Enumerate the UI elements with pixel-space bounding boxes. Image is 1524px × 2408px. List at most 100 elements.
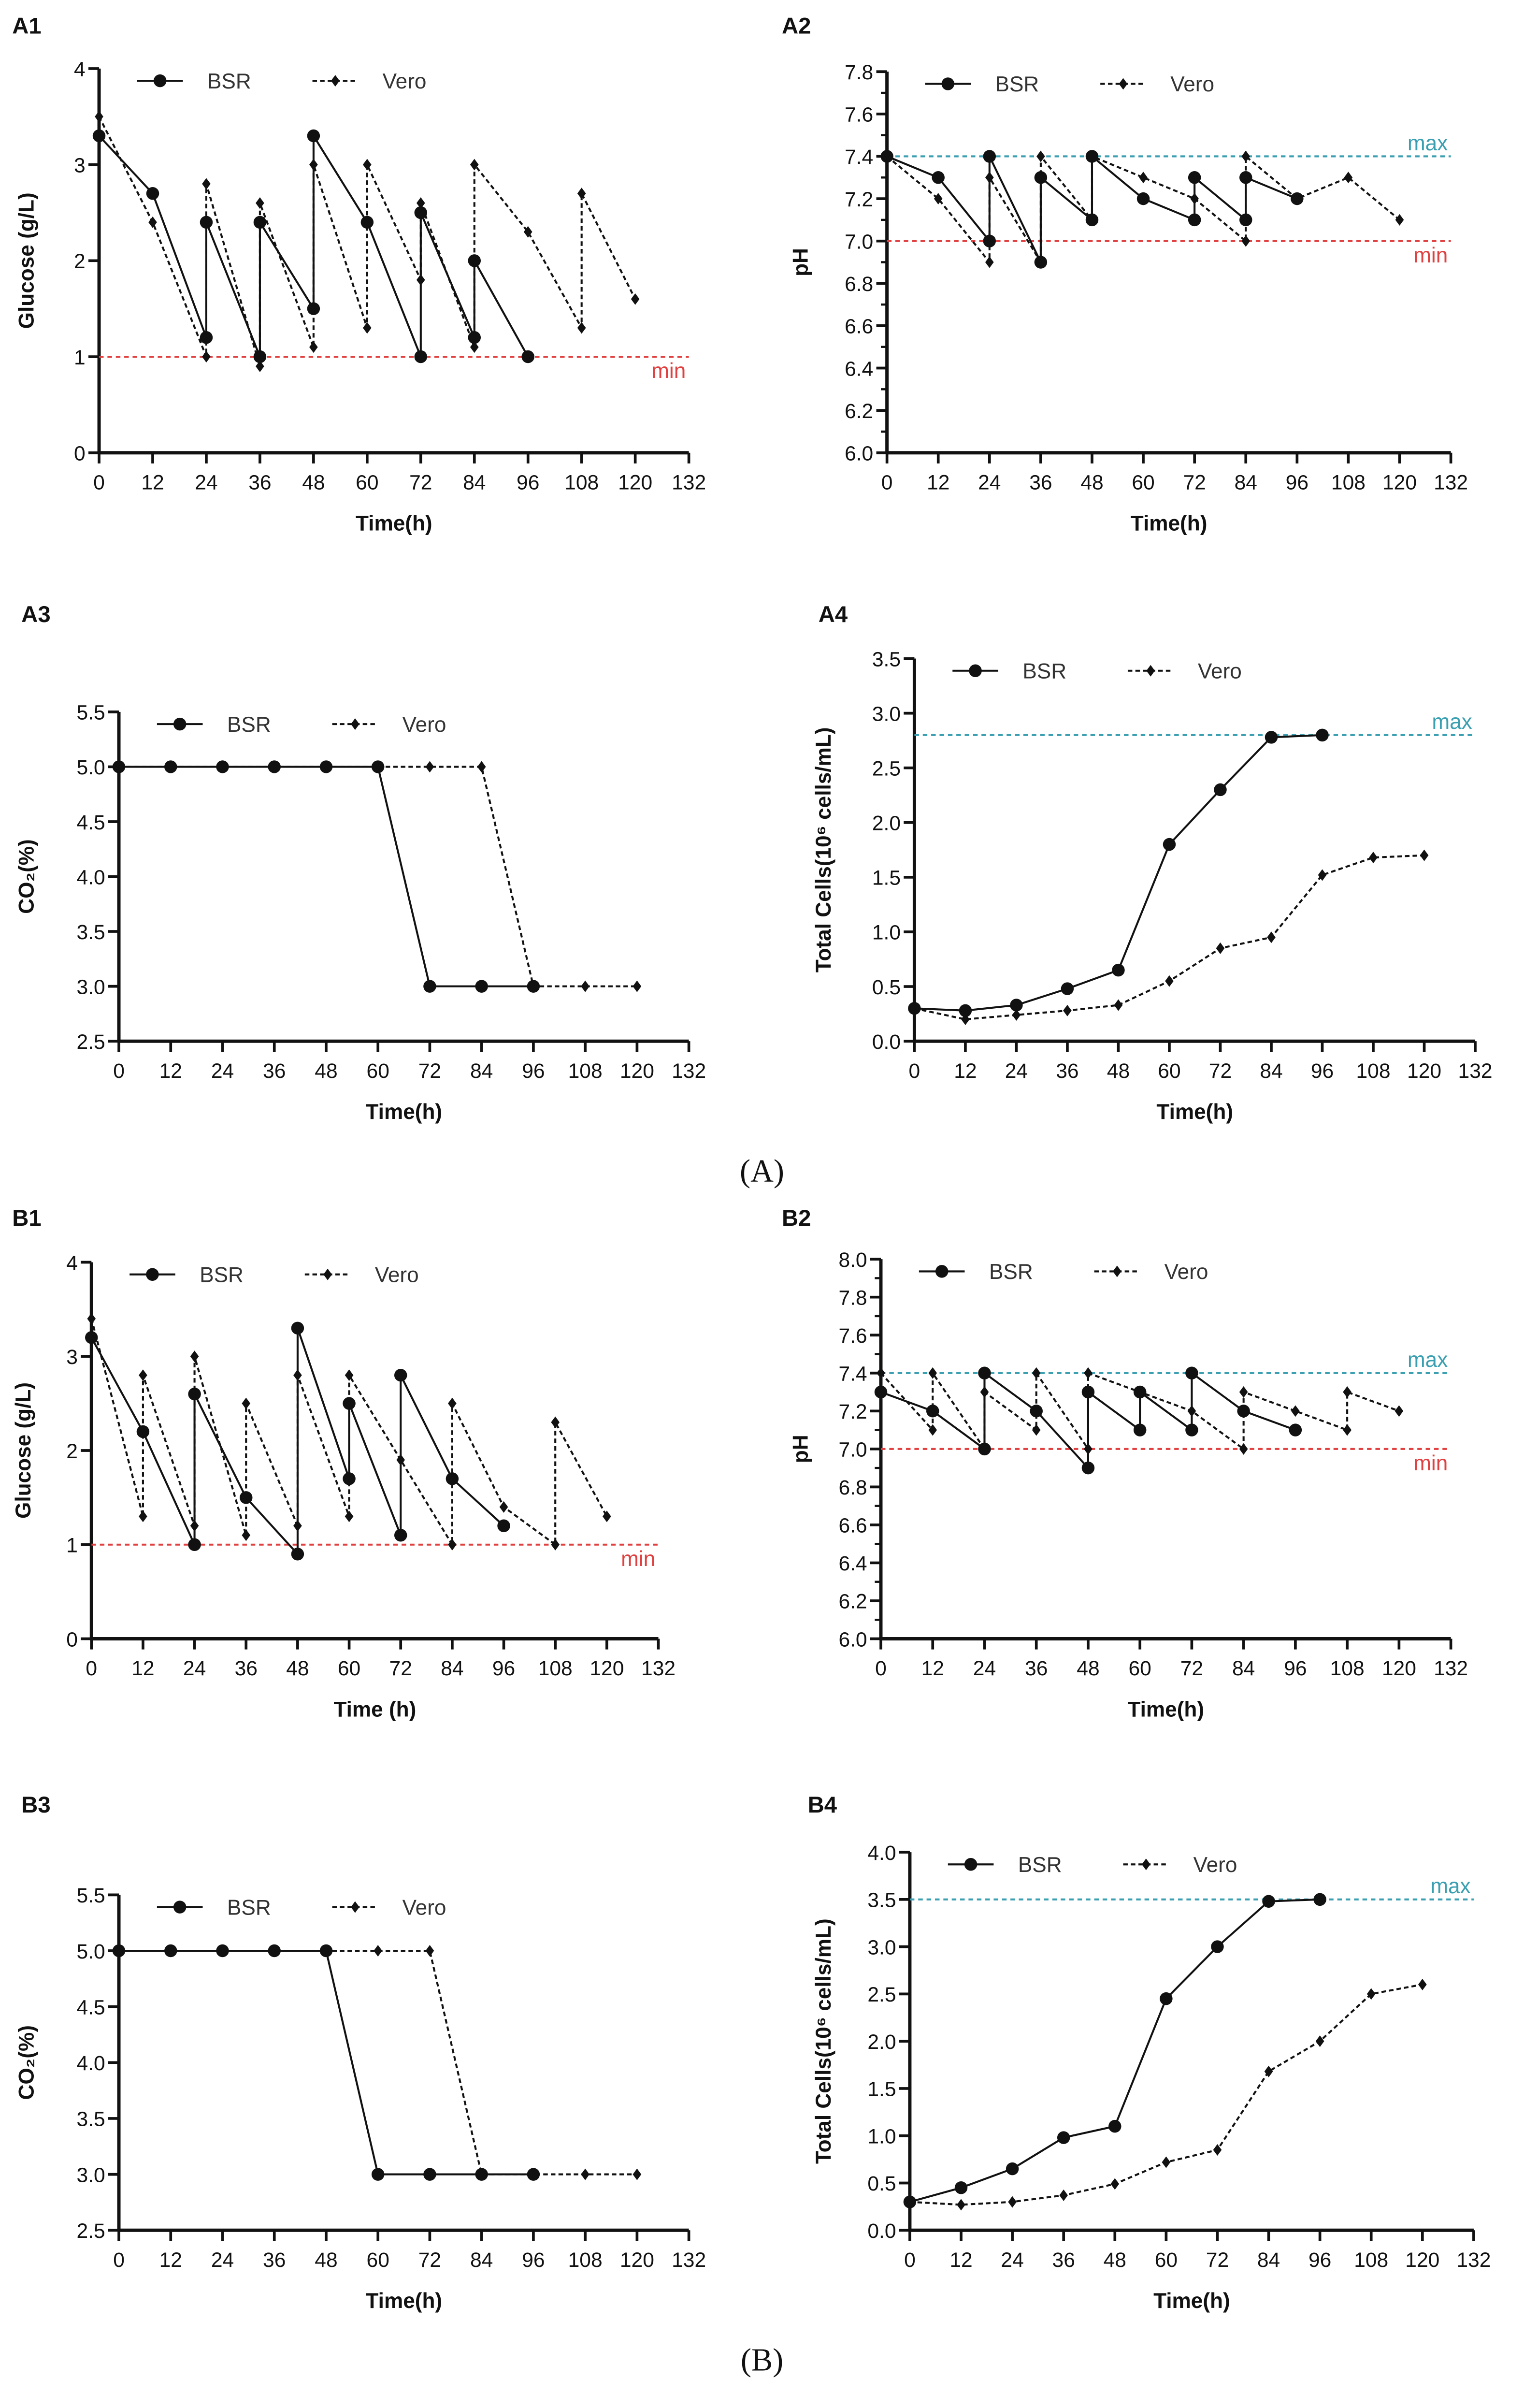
legend-label: BSR: [995, 73, 1039, 96]
data-point: [1188, 171, 1201, 184]
x-tick-label: 36: [1029, 471, 1052, 494]
data-point: [1418, 1978, 1427, 1990]
x-tick-label: 96: [492, 1657, 515, 1680]
series-line: [909, 1983, 1423, 2206]
data-point: [1369, 852, 1378, 864]
data-point: [882, 150, 891, 162]
y-axis-title: Total Cells(10⁶ cells/mL): [812, 727, 835, 972]
data-point: [499, 1501, 508, 1513]
data-point: [1344, 172, 1353, 184]
x-tick-label: 108: [1356, 1059, 1391, 1083]
legend: BSR Vero: [129, 1263, 419, 1287]
x-tick-label: 120: [1382, 1657, 1416, 1680]
data-point: [1061, 982, 1074, 995]
ref-label-max: max: [1408, 131, 1448, 155]
series-bsr: [903, 1893, 1326, 2208]
data-point: [1187, 1405, 1196, 1417]
data-point: [470, 341, 479, 353]
data-point: [959, 1004, 972, 1017]
y-tick-label: 2.5: [76, 1030, 105, 1054]
y-tick-label: 6.0: [838, 1628, 867, 1651]
y-tick-label: 1.0: [872, 921, 901, 944]
y-tick-label: 7.2: [838, 1400, 867, 1423]
data-point: [1239, 1386, 1248, 1398]
x-tick-label: 120: [620, 1059, 654, 1083]
y-axis-title: CO₂(%): [14, 2025, 38, 2100]
x-tick-label: 96: [522, 1059, 545, 1083]
data-point: [1032, 1367, 1041, 1379]
x-tick-label: 0: [904, 2248, 916, 2272]
ref-label-max: max: [1430, 1874, 1470, 1898]
data-point: [477, 2168, 486, 2180]
x-tick-label: 12: [927, 471, 949, 494]
data-point: [345, 1510, 354, 1523]
data-point: [470, 159, 479, 171]
y-tick-label: 3.0: [76, 975, 105, 999]
y-tick-label: 0.5: [872, 976, 901, 999]
x-tick-label: 48: [1077, 1657, 1099, 1680]
x-tick-label: 120: [1407, 1059, 1441, 1083]
data-point: [1006, 2162, 1019, 2176]
series-line: [119, 766, 637, 987]
legend-label: Vero: [1193, 1853, 1237, 1877]
y-tick-label: 3.5: [76, 921, 105, 944]
chart-b4: B4 0 12 24 36 48 60 72 84 96 108 120 132 0.0 0.5 1.0 1.5…: [808, 1792, 1491, 2313]
data-point: [523, 226, 532, 238]
ref-label-min: min: [651, 359, 686, 383]
x-tick-label: 132: [1456, 2248, 1491, 2272]
data-point: [1063, 1004, 1072, 1016]
legend-marker: [173, 1900, 187, 1914]
x-tick-label: 12: [954, 1059, 977, 1083]
x-tick-label: 96: [1308, 2248, 1331, 2272]
data-point: [1241, 150, 1251, 162]
data-point: [307, 302, 320, 315]
data-point: [95, 111, 103, 123]
data-point: [928, 1424, 937, 1436]
y-tick-label: 2: [74, 250, 86, 273]
data-point: [1084, 1443, 1093, 1455]
data-point: [910, 1002, 919, 1015]
legend-label: BSR: [207, 70, 251, 93]
data-point: [115, 761, 123, 773]
y-tick-label: 2.0: [867, 2031, 896, 2054]
data-point: [139, 1510, 147, 1523]
x-tick-label: 0: [881, 471, 893, 494]
ref-label-min: min: [1413, 1451, 1448, 1475]
y-tick-label: 2.5: [867, 1983, 896, 2006]
data-point: [603, 1510, 611, 1523]
data-point: [363, 159, 372, 171]
x-tick-label: 24: [973, 1657, 996, 1680]
panel-label: B2: [782, 1205, 811, 1231]
y-tick-label: 3.0: [76, 2163, 105, 2187]
x-tick-label: 24: [195, 471, 217, 494]
y-tick-label: 2.5: [76, 2219, 105, 2243]
legend: BSR Vero: [157, 713, 446, 737]
y-tick-label: 7.6: [838, 1324, 867, 1348]
panel-label: B4: [808, 1792, 837, 1818]
data-point: [307, 129, 320, 143]
y-tick-label: 6.2: [845, 400, 873, 423]
data-point: [468, 254, 481, 267]
data-point: [1264, 2065, 1273, 2077]
data-point: [291, 1321, 304, 1335]
data-point: [475, 980, 488, 993]
y-tick-label: 0.0: [867, 2219, 896, 2243]
data-point: [1267, 931, 1276, 943]
data-point: [1185, 1366, 1198, 1380]
x-tick-label: 84: [1232, 1657, 1255, 1680]
y-tick-label: 4.5: [76, 811, 105, 834]
y-tick-label: 6.4: [838, 1552, 867, 1575]
x-tick-label: 132: [672, 2248, 706, 2272]
data-point: [166, 761, 175, 773]
legend-marker: [351, 718, 359, 730]
data-point: [242, 1529, 251, 1541]
caption-b: (B): [741, 2342, 783, 2378]
x-tick-label: 108: [1330, 1657, 1365, 1680]
data-point: [1343, 1386, 1351, 1398]
series-vero: [95, 111, 640, 372]
x-tick-label: 132: [672, 471, 706, 494]
x-tick-label: 24: [183, 1657, 206, 1680]
legend-marker: [146, 1268, 159, 1281]
x-tick-label: 84: [1260, 1059, 1282, 1083]
data-point: [1163, 838, 1176, 851]
